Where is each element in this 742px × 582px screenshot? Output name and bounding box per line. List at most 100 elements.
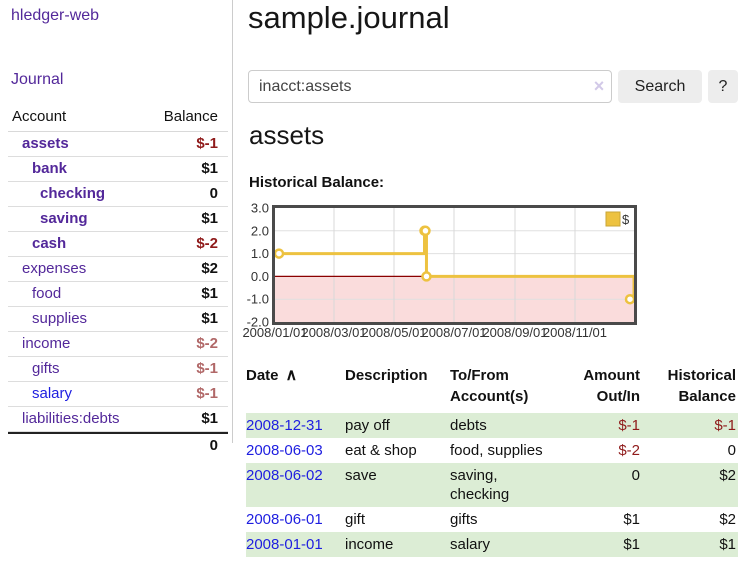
account-link-food[interactable]: food <box>32 285 62 302</box>
account-link-salary[interactable]: salary <box>32 385 73 402</box>
account-row: supplies $1 <box>8 307 228 332</box>
data-point <box>624 293 636 305</box>
y-tick-label: 2.0 <box>251 223 269 238</box>
description-column-header: Description <box>345 367 428 384</box>
transaction-row: 2008-06-03 eat & shop food, supplies $-2 0 <box>246 438 738 463</box>
y-tick-label: 0.0 <box>251 269 269 284</box>
help-button[interactable]: ? <box>708 70 738 103</box>
transaction-description: save <box>345 467 377 484</box>
account-row: assets $-1 <box>8 132 228 157</box>
sort-ascending-icon: ∧ <box>285 367 298 384</box>
register-table: Date ∧ Description To/From Account(s) Amou… <box>246 363 738 557</box>
x-tick-label: 2008/05/01 <box>361 325 426 340</box>
account-heading: assets <box>249 120 325 150</box>
account-row: cash $-2 <box>8 232 228 257</box>
account-rows: assets $-1 bank $1 checking 0 saving $1 cash $-2 e… <box>8 132 228 432</box>
account-row: food $1 <box>8 282 228 307</box>
transaction-date-link[interactable]: 2008-06-03 <box>246 442 323 459</box>
x-tick-label: 2008/03/01 <box>301 325 366 340</box>
account-row: income $-2 <box>8 332 228 357</box>
data-point <box>420 225 431 237</box>
account-balance: $-1 <box>196 385 218 402</box>
account-link-assets[interactable]: assets <box>22 135 69 152</box>
transaction-date-link[interactable]: 2008-06-01 <box>246 511 323 528</box>
balance-column-header: Balance <box>163 108 218 125</box>
account-link-checking[interactable]: checking <box>40 185 106 202</box>
transaction-balance: $1 <box>719 536 736 553</box>
account-row: gifts $-1 <box>8 357 228 382</box>
transaction-amount: 0 <box>631 467 640 484</box>
x-tick-label: 2008/09/01 <box>482 325 547 340</box>
data-point <box>273 248 285 259</box>
accounts-total-row: 0 <box>8 432 228 458</box>
transaction-accounts: salary <box>450 536 491 553</box>
transaction-amount: $1 <box>623 511 640 528</box>
account-balance: $-2 <box>196 335 218 352</box>
clear-search-icon[interactable]: × <box>593 76 605 96</box>
brand-link[interactable]: hledger-web <box>11 7 100 24</box>
sidebar: hledger-web Journal Account Balance asse… <box>0 0 233 454</box>
transaction-date-link[interactable]: 2008-12-31 <box>246 417 323 434</box>
register-header-row: Date ∧ Description To/From Account(s) Amou… <box>246 363 738 413</box>
historical-balance-chart: 2008/01/012008/03/012008/05/012008/07/01… <box>242 201 637 340</box>
transaction-accounts: saving, checking <box>450 467 510 503</box>
transaction-description: eat & shop <box>345 442 417 459</box>
sidebar-item-journal[interactable]: Journal <box>11 71 64 88</box>
account-balance: $-1 <box>196 135 218 152</box>
plot-border <box>272 205 637 325</box>
y-tick-label: -2.0 <box>247 315 269 330</box>
transaction-accounts: debts <box>450 417 487 434</box>
search-button[interactable]: Search <box>618 70 702 103</box>
transaction-description: gift <box>345 511 366 528</box>
transaction-description: pay off <box>345 417 390 434</box>
account-link-bank[interactable]: bank <box>32 160 68 177</box>
account-row: checking 0 <box>8 182 228 207</box>
transaction-row: 2008-01-01 income salary $1 $1 <box>246 532 738 557</box>
amount-column-header: Amount Out/In <box>583 367 640 405</box>
transaction-description: income <box>345 536 394 553</box>
account-balance: $-2 <box>196 235 218 252</box>
account-link-gifts[interactable]: gifts <box>32 360 60 377</box>
accounts-total-value: 0 <box>209 437 218 454</box>
transaction-balance: $2 <box>719 467 736 484</box>
account-balance: $1 <box>201 210 218 227</box>
account-balance: $-1 <box>196 360 218 377</box>
transaction-accounts: gifts <box>450 511 478 528</box>
page-title: sample.journal <box>248 0 450 35</box>
balance-column-header: Historical Balance <box>667 367 736 405</box>
transaction-row: 2008-06-02 save saving, checking 0 $2 <box>246 463 738 507</box>
transaction-row: 2008-12-31 pay off debts $-1 $-1 <box>246 413 738 438</box>
legend-label: $ <box>622 212 630 227</box>
account-link-expenses[interactable]: expenses <box>22 260 87 277</box>
transaction-amount: $-2 <box>618 442 640 459</box>
y-tick-label: 1.0 <box>251 246 269 261</box>
transaction-row: 2008-06-01 gift gifts $1 $2 <box>246 507 738 532</box>
transaction-date-link[interactable]: 2008-01-01 <box>246 536 323 553</box>
account-balance: $1 <box>201 410 218 427</box>
transaction-balance: $-1 <box>714 417 736 434</box>
search-input[interactable] <box>248 70 612 103</box>
account-balance: $2 <box>201 260 218 277</box>
accounts-table-header: Account Balance <box>8 105 228 132</box>
account-balance: $1 <box>201 160 218 177</box>
account-link-income[interactable]: income <box>22 335 71 352</box>
date-column-header[interactable]: Date ∧ <box>246 367 298 384</box>
account-row: expenses $2 <box>8 257 228 282</box>
account-row: bank $1 <box>8 157 228 182</box>
account-link-cash[interactable]: cash <box>32 235 67 252</box>
transaction-amount: $1 <box>623 536 640 553</box>
transaction-accounts: food, supplies <box>450 442 543 459</box>
transaction-balance: 0 <box>727 442 736 459</box>
account-link-saving[interactable]: saving <box>40 210 88 227</box>
legend-swatch <box>605 211 621 227</box>
transaction-date-link[interactable]: 2008-06-02 <box>246 467 323 484</box>
x-tick-label: 2008/07/01 <box>421 325 486 340</box>
accounts-column-header: To/From Account(s) <box>450 367 529 405</box>
account-link-liabilities-debts[interactable]: liabilities:debts <box>22 410 120 427</box>
y-tick-label: -1.0 <box>247 292 269 307</box>
chart-title-label: Historical Balance: <box>249 174 385 191</box>
account-link-supplies[interactable]: supplies <box>32 310 88 327</box>
account-balance: $1 <box>201 285 218 302</box>
x-tick-label: 2008/01/01 <box>242 325 307 340</box>
